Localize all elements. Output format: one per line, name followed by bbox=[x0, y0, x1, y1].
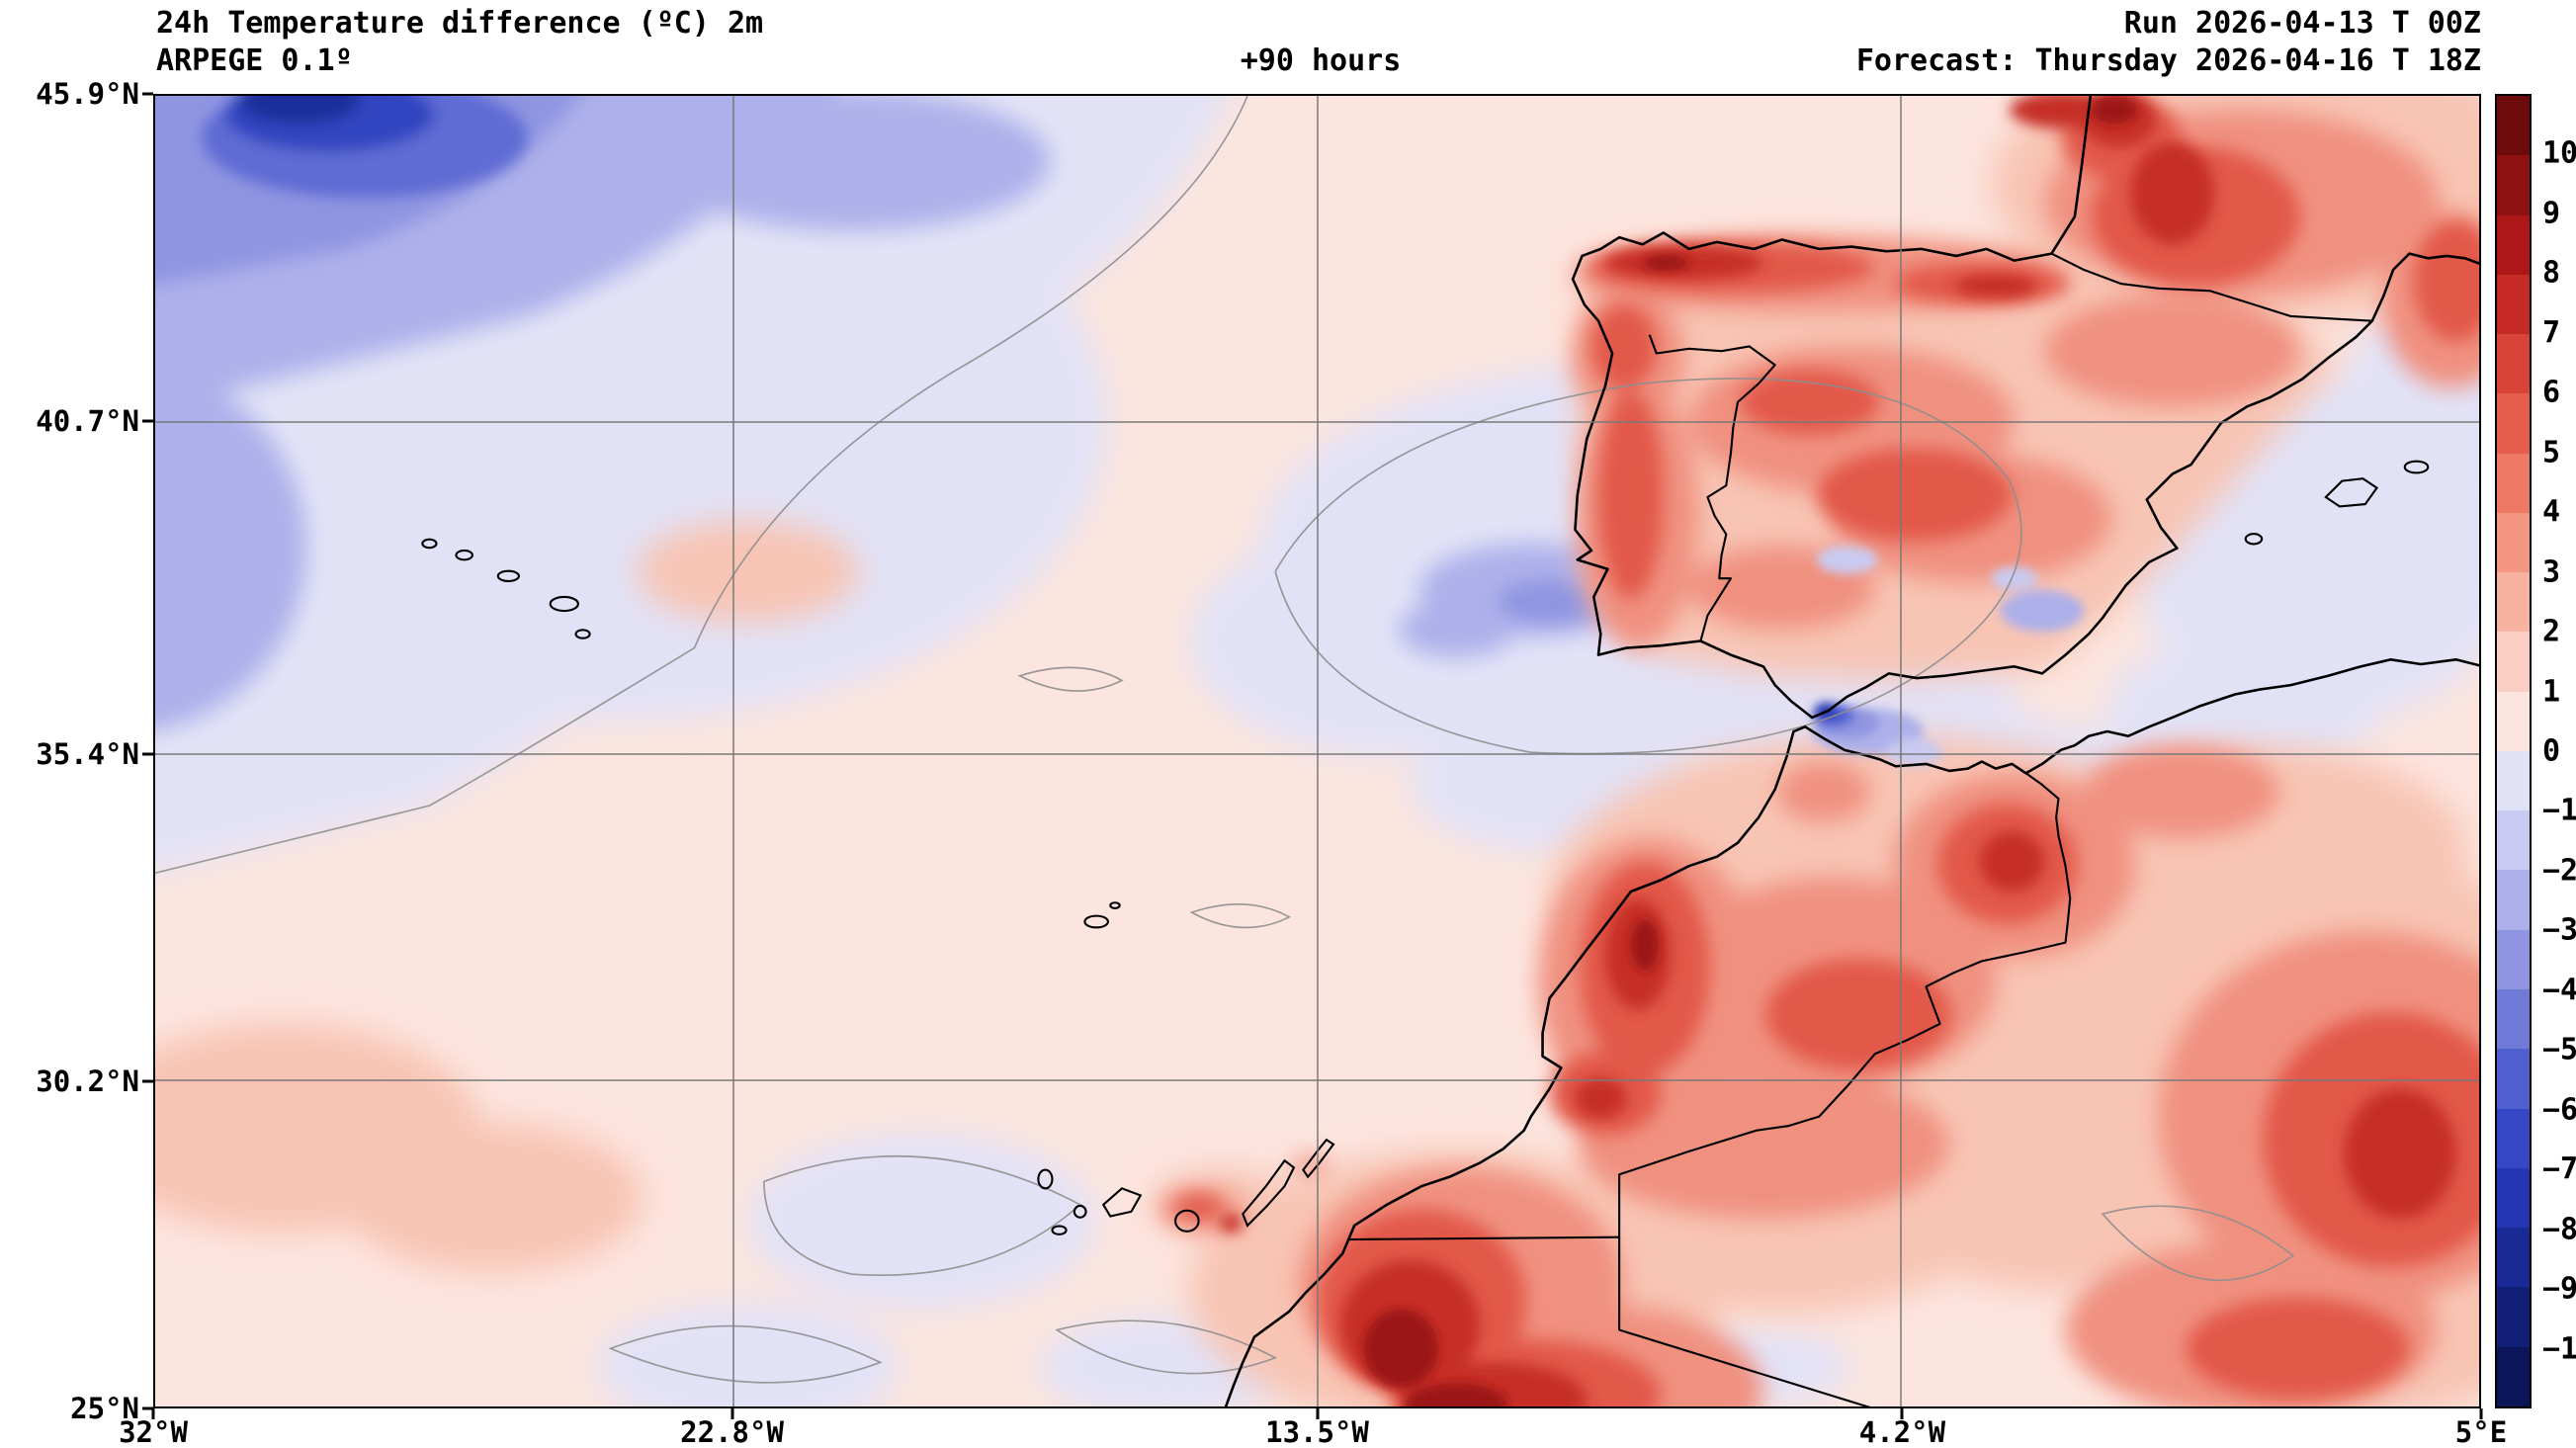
x-tick bbox=[730, 1408, 734, 1419]
y-tick-label: 25°N bbox=[70, 1392, 139, 1425]
colorbar-band bbox=[2497, 453, 2530, 513]
zero-contour-lines bbox=[155, 96, 2295, 1384]
islands bbox=[421, 460, 2430, 1235]
y-tick bbox=[142, 1079, 153, 1083]
colorbar-band bbox=[2497, 1167, 2530, 1229]
colorbar-band bbox=[2497, 691, 2530, 751]
colorbar-tick-label: 9 bbox=[2542, 196, 2561, 231]
y-tick bbox=[142, 752, 153, 756]
x-tick bbox=[1316, 1408, 1319, 1419]
colorbar-band bbox=[2497, 512, 2530, 573]
colorbar-band bbox=[2497, 988, 2530, 1050]
colorbar-band bbox=[2497, 334, 2530, 394]
colorbar-band bbox=[2497, 155, 2530, 215]
y-tick-label: 45.9°N bbox=[36, 77, 139, 111]
colorbar-tick-label: 6 bbox=[2542, 375, 2561, 410]
y-tick bbox=[142, 1406, 153, 1410]
y-axis-ticks bbox=[141, 92, 153, 1410]
x-tick bbox=[151, 1408, 155, 1419]
colorbar-tick-label: −8 bbox=[2542, 1212, 2576, 1247]
run-label: Run 2026-04-13 T 00Z bbox=[2123, 6, 2481, 41]
page-title: 24h Temperature difference (ºC) 2m bbox=[156, 6, 764, 41]
x-tick-label: 22.8°W bbox=[680, 1415, 784, 1448]
x-tick-label: 4.2°W bbox=[1858, 1415, 1946, 1448]
country-borders bbox=[1349, 252, 2372, 1406]
map-plot-area bbox=[153, 94, 2481, 1408]
x-tick-label: 32°W bbox=[119, 1415, 188, 1448]
colorbar-band bbox=[2497, 214, 2530, 275]
colorbar-band bbox=[2497, 1346, 2530, 1406]
colorbar-tick-label: 5 bbox=[2542, 435, 2561, 470]
x-axis-labels: 32°W 22.8°W 13.5°W 4.2°W 5°E bbox=[119, 1415, 2507, 1448]
colorbar-tick-label: −7 bbox=[2542, 1151, 2576, 1187]
colorbar-tick-label: −3 bbox=[2542, 912, 2576, 948]
y-tick bbox=[142, 419, 153, 423]
colorbar-tick-label: −9 bbox=[2542, 1271, 2576, 1307]
colorbar-tick-label: 8 bbox=[2542, 255, 2561, 291]
colorbar-band bbox=[2497, 393, 2530, 454]
model-label: ARPEGE 0.1º bbox=[156, 43, 353, 78]
y-tick bbox=[142, 92, 153, 96]
forecast-label: Forecast: Thursday 2026-04-16 T 18Z bbox=[1855, 43, 2481, 78]
colorbar-tick-label: 2 bbox=[2542, 614, 2561, 649]
y-tick-label: 30.2°N bbox=[36, 1065, 139, 1099]
colorbar-tick-label: −4 bbox=[2542, 973, 2576, 1008]
colorbar-tick-label: −5 bbox=[2542, 1032, 2576, 1067]
lead-time-label: +90 hours bbox=[1240, 43, 1402, 78]
y-axis-labels: 45.9°N 40.7°N 35.4°N 30.2°N 25°N bbox=[0, 77, 145, 1425]
field-dark-red bbox=[1363, 96, 2138, 1406]
colorbar-tick-label: 3 bbox=[2542, 554, 2561, 590]
colorbar-band bbox=[2497, 1049, 2530, 1109]
colorbar-tick-label: −2 bbox=[2542, 853, 2576, 889]
x-tick bbox=[2479, 1408, 2483, 1419]
colorbar-band bbox=[2497, 1108, 2530, 1168]
field-cold-spots bbox=[1812, 546, 2085, 767]
colorbar-band bbox=[2497, 750, 2530, 811]
temperature-field-map bbox=[155, 96, 2479, 1406]
colorbar-tick-label: 1 bbox=[2542, 674, 2561, 710]
colorbar-band bbox=[2497, 929, 2530, 989]
x-tick bbox=[1900, 1408, 1904, 1419]
x-axis-ticks bbox=[151, 1408, 2483, 1422]
colorbar-tick-label: 10 bbox=[2542, 135, 2576, 171]
x-tick-label: 5°E bbox=[2454, 1415, 2508, 1448]
colorbar bbox=[2495, 94, 2532, 1408]
colorbar-band bbox=[2497, 632, 2530, 692]
colorbar-tick-label: −10 bbox=[2542, 1331, 2576, 1367]
coastlines bbox=[1224, 96, 2479, 1406]
colorbar-tick-label: 7 bbox=[2542, 315, 2561, 351]
colorbar-tick-label: 0 bbox=[2542, 733, 2561, 769]
colorbar-band bbox=[2497, 572, 2530, 633]
y-tick-label: 40.7°N bbox=[36, 403, 139, 438]
colorbar-band bbox=[2497, 870, 2530, 930]
colorbar-band bbox=[2497, 1287, 2530, 1347]
colorbar-band bbox=[2497, 274, 2530, 335]
colorbar-band bbox=[2497, 810, 2530, 871]
colorbar-tick-label: 4 bbox=[2542, 494, 2561, 530]
x-tick-label: 13.5°W bbox=[1265, 1415, 1369, 1448]
y-tick-label: 35.4°N bbox=[36, 737, 139, 772]
colorbar-band bbox=[2497, 1228, 2530, 1288]
colorbar-tick-label: −1 bbox=[2542, 793, 2576, 828]
field-blue-core bbox=[202, 96, 528, 199]
colorbar-tick-label: −6 bbox=[2542, 1092, 2576, 1128]
colorbar-band bbox=[2497, 96, 2530, 156]
